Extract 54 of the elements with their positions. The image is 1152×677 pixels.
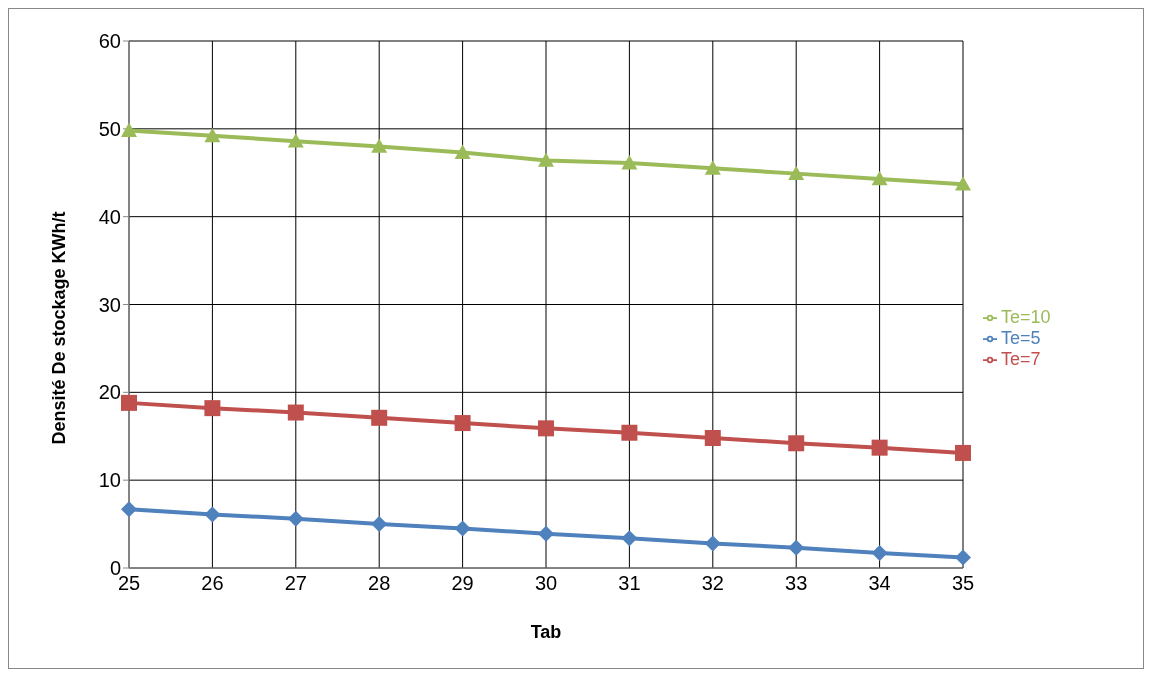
point [204, 400, 221, 417]
point [704, 160, 721, 175]
legend-label: Te=7 [1001, 349, 1041, 369]
y-tick-label: 20 [98, 381, 121, 404]
point [704, 430, 721, 447]
point [621, 424, 638, 441]
point [871, 545, 888, 562]
point [454, 415, 471, 432]
point [287, 404, 304, 421]
point [204, 127, 221, 143]
point [621, 530, 638, 547]
x-tick-label: 32 [701, 572, 724, 595]
legend-label: Te=10 [1001, 307, 1051, 327]
x-tick-label: 31 [618, 572, 641, 595]
x-tick-label: 34 [868, 572, 891, 595]
x-tick-label: 33 [785, 572, 808, 595]
y-tick-label: 50 [98, 117, 121, 140]
point [538, 525, 554, 542]
x-axis-title: Tab [530, 622, 562, 642]
point [121, 122, 137, 137]
x-tick-label: 27 [284, 572, 307, 595]
x-tick-label: 29 [451, 572, 474, 595]
point [955, 444, 971, 461]
point [204, 506, 221, 523]
point [287, 133, 304, 148]
point [621, 155, 638, 170]
point [371, 409, 388, 426]
point [955, 549, 971, 566]
y-tick-label: 10 [98, 469, 121, 492]
y-tick-label: 60 [98, 30, 121, 53]
legend-label: Te=5 [1001, 328, 1041, 348]
point [121, 394, 137, 411]
y-tick-label: 40 [98, 205, 121, 228]
x-tick-label: 26 [201, 572, 224, 595]
y-axis-title: Densité De stockage KWh/t [49, 211, 70, 445]
y-tick-label: 30 [98, 293, 121, 316]
point [955, 176, 971, 191]
point [788, 435, 805, 452]
point [704, 535, 721, 552]
point [788, 539, 805, 556]
point [121, 501, 137, 518]
point [538, 152, 554, 167]
point [287, 510, 304, 527]
point [371, 138, 388, 153]
x-tick-label: 30 [534, 572, 558, 595]
point [871, 439, 888, 456]
x-tick-label: 28 [368, 572, 391, 595]
point [454, 144, 471, 159]
point [454, 520, 471, 537]
point [538, 420, 554, 437]
point [871, 170, 888, 186]
x-tick-label: 35 [951, 572, 975, 595]
point [371, 516, 388, 533]
point [788, 165, 805, 181]
